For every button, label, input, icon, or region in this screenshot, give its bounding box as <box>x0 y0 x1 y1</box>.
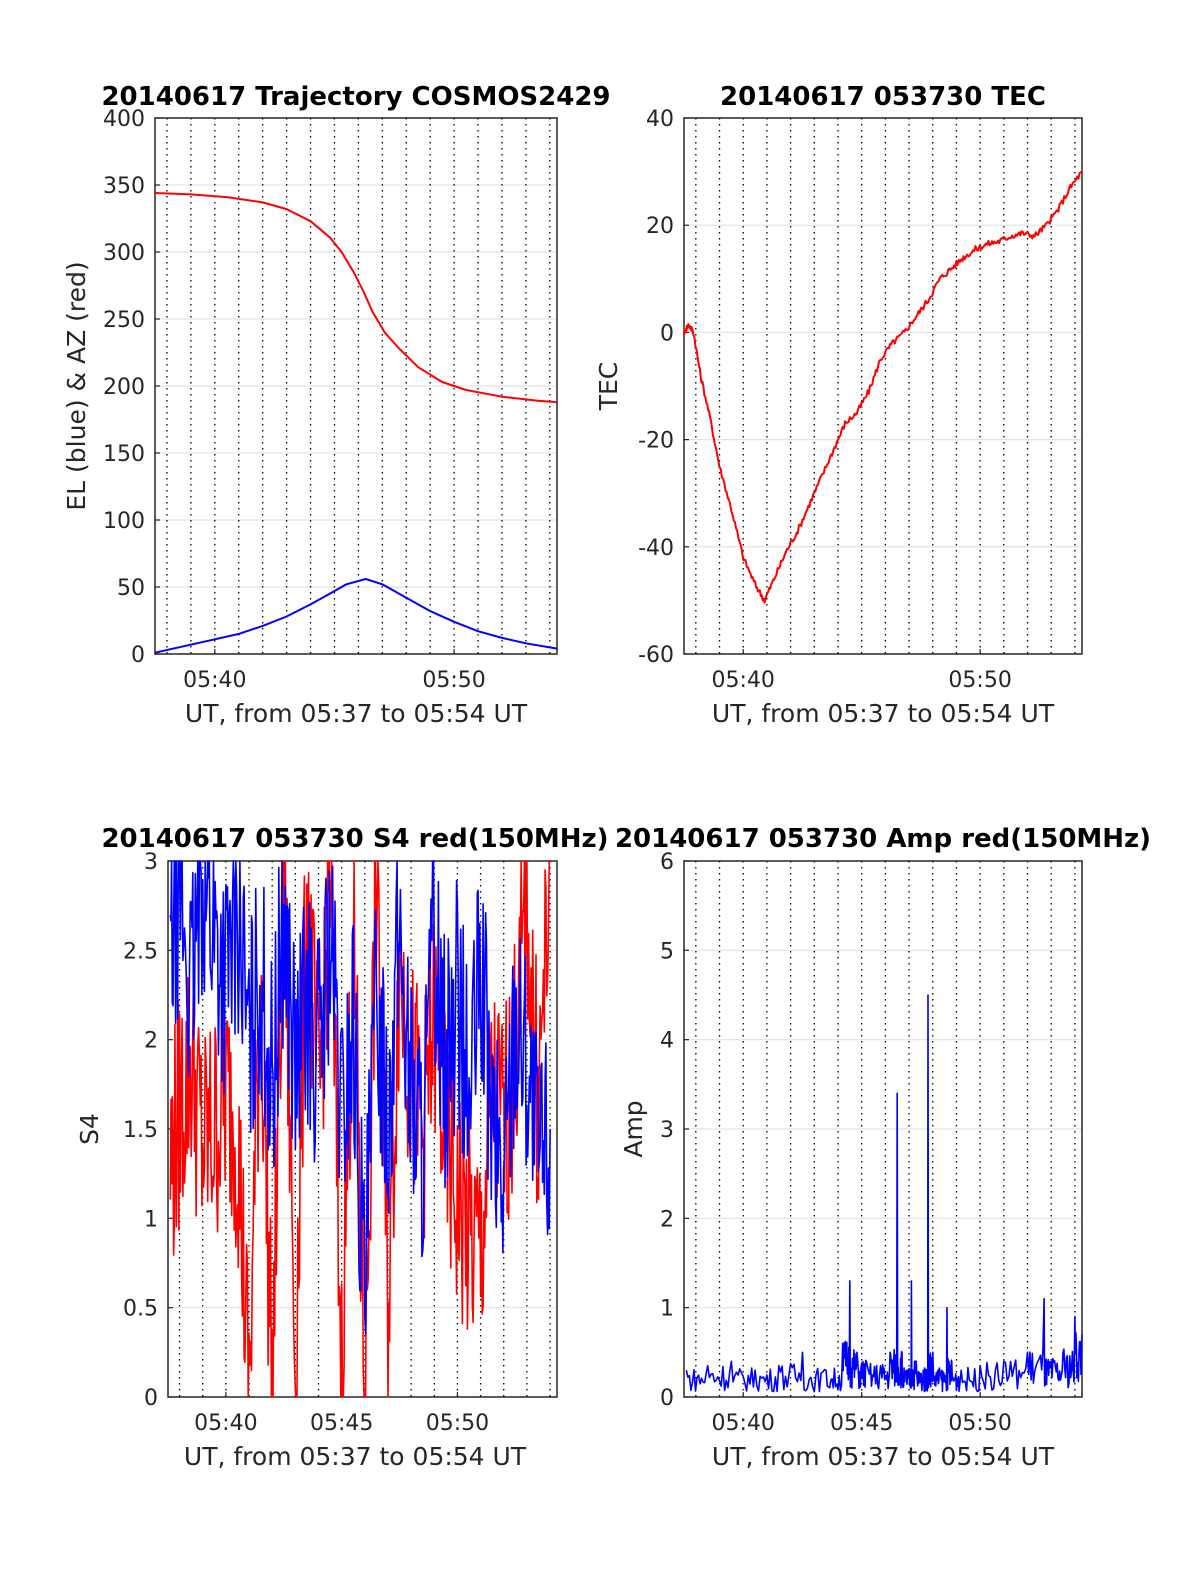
s4-x-label: UT, from 05:37 to 05:54 UT <box>184 1442 527 1471</box>
x-tick-label: 05:40 <box>712 668 775 693</box>
x-tick-label: 05:50 <box>948 1411 1011 1436</box>
tec-title: 20140617 053730 TEC <box>720 82 1046 112</box>
trajectory-y-label: EL (blue) & AZ (red) <box>62 261 91 510</box>
tec-series-red <box>683 170 1083 604</box>
tec-panel: -60 -40 -20 0 20 40 05:40 05:50 20140617 053730… <box>594 82 1083 728</box>
trajectory-series-blue <box>154 578 558 654</box>
y-tick-label: 250 <box>103 308 145 333</box>
y-tick-label: 5 <box>660 939 674 964</box>
s4-series-blue <box>169 860 551 1335</box>
x-tick-label: 05:45 <box>830 1411 893 1436</box>
x-tick-label: 05:50 <box>426 1411 489 1436</box>
y-tick-label: -40 <box>638 536 674 561</box>
amp-panel: 0 1 2 3 4 5 6 05:40 05:45 05:50 20140617 053730 A… <box>615 824 1151 1471</box>
x-tick-label: 05:40 <box>712 1411 775 1436</box>
x-tick-label: 05:50 <box>422 668 485 693</box>
x-tick-label: 05:50 <box>948 668 1011 693</box>
y-tick-label: 1 <box>660 1297 674 1322</box>
y-tick-label: 0 <box>131 643 145 668</box>
y-tick-label: 3 <box>660 1118 674 1143</box>
trajectory-x-label: UT, from 05:37 to 05:54 UT <box>185 699 528 728</box>
trajectory-series-red <box>154 192 558 404</box>
y-tick-label: 4 <box>660 1029 674 1054</box>
s4-title: 20140617 053730 S4 red(150MHz) <box>101 824 608 854</box>
y-tick-label: 2.5 <box>123 939 158 964</box>
amp-x-label: UT, from 05:37 to 05:54 UT <box>712 1442 1055 1471</box>
x-tick-label: 05:45 <box>310 1411 373 1436</box>
y-tick-label: 2 <box>660 1207 674 1232</box>
y-tick-label: 0 <box>660 321 674 346</box>
y-tick-label: 50 <box>117 576 145 601</box>
y-tick-label: 150 <box>103 442 145 467</box>
trajectory-panel: 0 50 100 150 200 250 300 350 400 05:40 05:50 20140… <box>62 82 611 728</box>
amp-y-label: Amp <box>619 1100 648 1157</box>
trajectory-title: 20140617 Trajectory COSMOS2429 <box>101 82 610 112</box>
tec-y-label: TEC <box>594 362 623 412</box>
y-tick-label: 400 <box>103 107 145 132</box>
y-tick-label: 0.5 <box>123 1297 158 1322</box>
y-tick-label: 300 <box>103 241 145 266</box>
y-tick-label: 350 <box>103 174 145 199</box>
s4-series-red <box>169 860 551 1398</box>
amp-series-blue <box>685 994 1083 1393</box>
y-tick-label: 0 <box>660 1386 674 1411</box>
y-tick-label: 3 <box>144 850 158 875</box>
y-tick-label: 0 <box>144 1386 158 1411</box>
y-tick-label: 200 <box>103 375 145 400</box>
y-tick-label: 1.5 <box>123 1118 158 1143</box>
y-tick-label: 40 <box>646 107 674 132</box>
x-tick-label: 05:40 <box>183 668 246 693</box>
s4-panel: 0 0.5 1 1.5 2 2.5 3 05:40 05:45 05:50 20140617 05… <box>75 824 609 1471</box>
y-tick-label: -60 <box>638 643 674 668</box>
y-tick-label: -20 <box>638 429 674 454</box>
y-tick-label: 20 <box>646 214 674 239</box>
x-tick-label: 05:40 <box>194 1411 257 1436</box>
s4-y-label: S4 <box>75 1113 104 1145</box>
tec-x-label: UT, from 05:37 to 05:54 UT <box>712 699 1055 728</box>
y-tick-label: 2 <box>144 1029 158 1054</box>
y-tick-label: 100 <box>103 509 145 534</box>
amp-title: 20140617 053730 Amp red(150MHz) <box>615 824 1151 854</box>
y-tick-label: 1 <box>144 1207 158 1232</box>
y-tick-label: 6 <box>660 850 674 875</box>
